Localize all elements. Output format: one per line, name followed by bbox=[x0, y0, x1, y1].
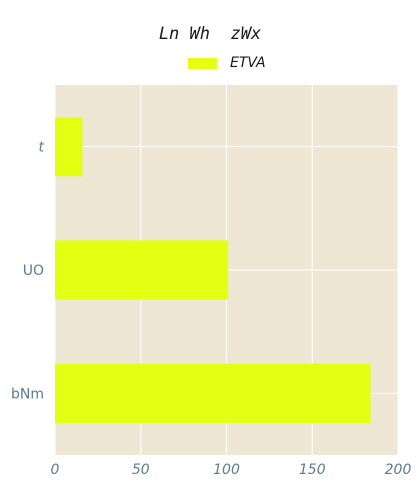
bar-UO bbox=[55, 240, 229, 300]
x-tick-label: 100 bbox=[213, 462, 240, 478]
x-tick-label: 150 bbox=[299, 462, 326, 478]
legend-label: ETVA bbox=[230, 55, 266, 71]
y-tick-label: t bbox=[39, 140, 45, 156]
y-tick-label: bNm bbox=[11, 386, 44, 402]
x-tick-label: 50 bbox=[132, 462, 150, 478]
bar-t bbox=[55, 117, 83, 177]
y-tick-label: UO bbox=[23, 263, 44, 279]
bar-bNm bbox=[55, 363, 371, 423]
legend: ETVA bbox=[188, 53, 266, 73]
x-tick-label: 0 bbox=[51, 462, 60, 478]
chart-title: Ln Wh zWx bbox=[158, 24, 262, 44]
x-tick-label: 200 bbox=[385, 462, 412, 478]
legend-swatch bbox=[188, 57, 217, 69]
